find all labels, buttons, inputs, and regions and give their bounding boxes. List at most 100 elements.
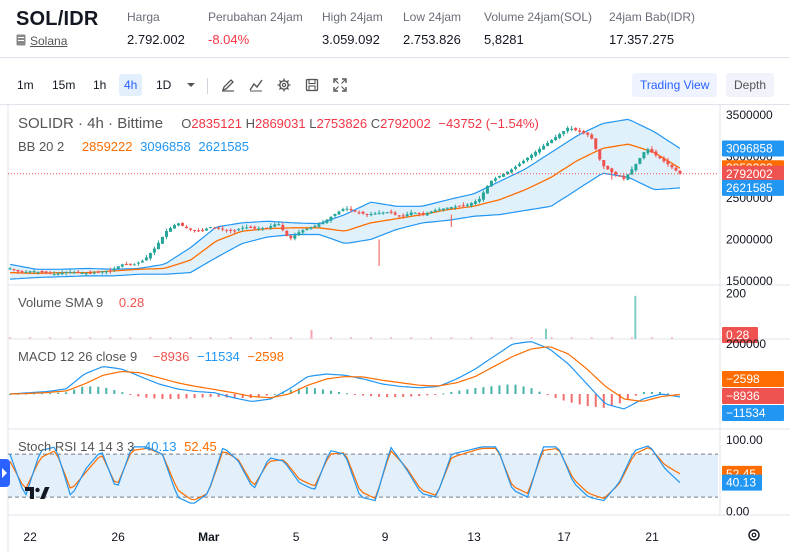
macd-hist-value: −8936 — [152, 349, 190, 364]
candle-body — [473, 201, 477, 204]
draw-icon[interactable] — [220, 77, 236, 93]
candle-body — [598, 149, 602, 160]
candle-body — [538, 148, 542, 153]
time-tick-label: 5 — [293, 530, 300, 544]
candle-body — [329, 216, 333, 221]
macd-hist-bar — [554, 394, 557, 398]
candle-body — [120, 264, 124, 267]
candle-body — [213, 227, 217, 229]
candle-body — [638, 158, 642, 164]
chart-area[interactable]: 1500000 2000000 2500000 3000000 3500000 30968… — [0, 104, 790, 552]
open-key: O — [181, 116, 192, 131]
timeframe-1d[interactable]: 1D — [156, 78, 172, 92]
stat-turnover: 24jam Bab(IDR) 17.357.275 — [609, 10, 695, 47]
candle-body — [666, 160, 670, 165]
gear-icon[interactable] — [276, 77, 292, 93]
macd-hist-bar — [329, 390, 332, 394]
candle-body — [92, 272, 96, 274]
candle-body — [433, 210, 437, 212]
stat-volume: Volume 24jam(SOL) 5,8281 — [484, 10, 592, 47]
bb-upper-value: 3096858 — [140, 139, 191, 154]
candles-group — [8, 126, 682, 276]
macd-hist-bar — [418, 394, 421, 397]
macd-hist-bar — [337, 392, 340, 394]
macd-hist-bar — [378, 394, 381, 397]
axis-settings-icon[interactable] — [748, 529, 760, 541]
depth-button[interactable]: Depth — [726, 73, 775, 97]
candle-body — [185, 226, 189, 229]
candle-body — [353, 210, 357, 212]
trading-view-button[interactable]: Trading View — [632, 73, 718, 97]
macd-hist-bar — [370, 394, 373, 397]
candle-body — [461, 205, 465, 207]
macd-hist-bar — [169, 394, 172, 399]
candle-body — [485, 185, 489, 194]
stat-change: Perubahan 24jam -8.04% — [208, 10, 303, 47]
candle-body — [140, 260, 144, 263]
timeframe-15m[interactable]: 15m — [52, 78, 76, 92]
stat-value: 3.059.092 — [322, 32, 380, 47]
macd-hist-bar — [474, 387, 477, 394]
chart-canvas[interactable]: 1500000200000025000003000000350000030968… — [0, 105, 790, 552]
stoch-k-value: 40.13 — [143, 439, 177, 454]
candle-body — [273, 224, 277, 227]
candle-body — [209, 227, 213, 229]
candle-body — [526, 157, 530, 161]
macd-hist-bar — [217, 394, 220, 397]
candle-body — [554, 136, 558, 141]
chevron-down-icon[interactable] — [183, 77, 199, 93]
macd-hist-bar — [650, 392, 653, 394]
volume-bar — [49, 337, 52, 339]
save-icon[interactable] — [304, 77, 320, 93]
volume-label: Volume SMA 9 — [18, 295, 104, 310]
macd-hist-bar — [137, 394, 140, 397]
candle-body — [257, 228, 261, 230]
side-panel-toggle[interactable] — [0, 459, 10, 487]
stat-label: Perubahan 24jam — [208, 10, 303, 24]
volume-bar — [390, 337, 393, 339]
timeframe-4h[interactable]: 4h — [119, 74, 143, 96]
candle-body — [76, 271, 80, 273]
candle-body — [28, 271, 32, 273]
indicator-icon[interactable] — [248, 77, 264, 93]
macd-hist-bar — [257, 394, 260, 397]
open-value: 2835121 — [191, 116, 242, 131]
macd-hist-bar — [362, 394, 365, 396]
bb-label: BB 20 2 — [18, 139, 65, 154]
volume-bar — [590, 337, 593, 339]
stat-value: 2.753.826 — [403, 32, 461, 47]
volume-bar — [430, 337, 433, 339]
candle-body — [265, 227, 269, 229]
stat-value: 2.792.002 — [127, 32, 185, 47]
stat-label: 24jam Bab(IDR) — [609, 10, 696, 24]
macd-hist-bar — [578, 394, 581, 405]
candle-body — [112, 268, 116, 271]
coin-link[interactable]: Solana — [30, 34, 68, 48]
gear-ring — [748, 529, 760, 541]
candle-body — [646, 149, 650, 154]
candle-body — [20, 271, 24, 273]
timeframe-1m[interactable]: 1m — [17, 78, 34, 92]
candle-body — [277, 224, 281, 226]
fullscreen-icon[interactable] — [332, 77, 348, 93]
candle-body — [658, 156, 662, 159]
volume-bar — [69, 337, 72, 339]
macd-hist-bar — [201, 394, 204, 398]
timeframe-1h[interactable]: 1h — [93, 78, 107, 92]
volume-bar — [470, 337, 473, 339]
candle-body — [493, 178, 497, 181]
candle-body — [88, 272, 92, 274]
macd-signal-tag-text: −2598 — [726, 372, 760, 386]
candle-body — [48, 272, 52, 274]
candle-body — [489, 180, 493, 187]
macd-hist-bar — [354, 394, 357, 395]
volume-bar — [510, 337, 513, 339]
volume-bar — [9, 337, 11, 339]
volume-tag-text: 0.28 — [726, 328, 750, 342]
stoch-k-tag-text: 40.13 — [726, 476, 756, 490]
volume-value: 0.28 — [118, 295, 145, 310]
macd-hist-bar — [594, 394, 597, 407]
candle-body — [52, 274, 56, 276]
macd-hist-tag-text: −8936 — [726, 389, 760, 403]
macd-hist-bar — [65, 392, 68, 394]
